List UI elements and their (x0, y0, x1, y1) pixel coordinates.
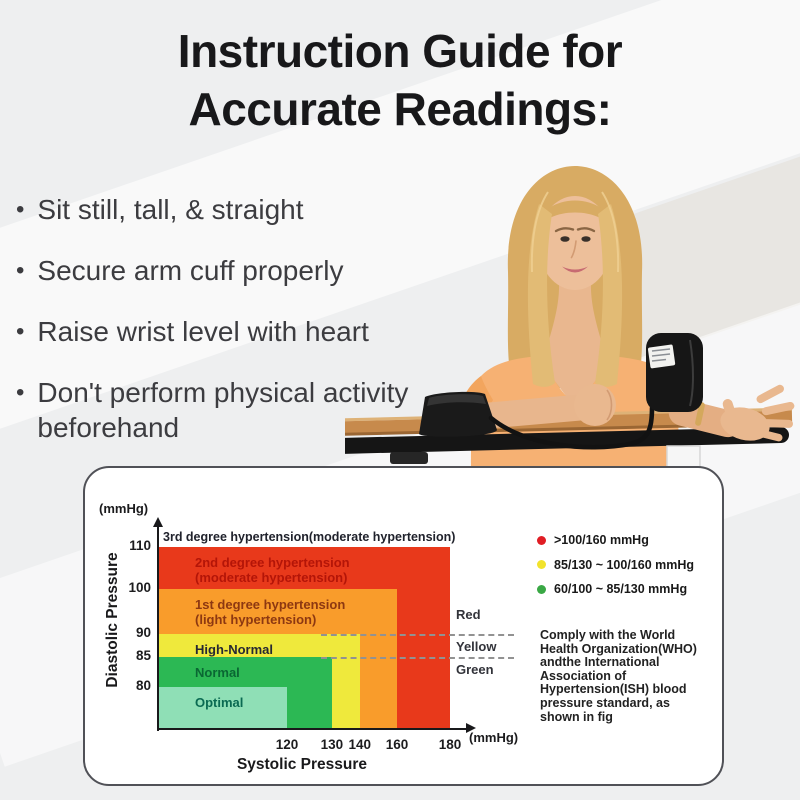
legend-dot-icon (537, 535, 546, 545)
bp-chart-panel: (mmHg) Diastolic Pressure 3rd degree hyp… (83, 466, 724, 786)
instruction-item: Raise wrist level with heart (16, 314, 417, 349)
legend-item: 85/130 ~ 100/160 mmHg (537, 553, 694, 578)
chart-zone-label: 1st degree hypertension (light hypertensi… (195, 597, 346, 627)
legend-label: 85/130 ~ 100/160 mmHg (554, 557, 695, 572)
x-tick-label: 160 (385, 737, 409, 752)
instruction-text: Sit still, tall, & straight (37, 194, 304, 225)
x-axis-unit-label: (mmHg) (469, 730, 519, 745)
y-axis-line (152, 517, 163, 731)
instruction-item: Don't perform physical activity beforeha… (16, 375, 417, 445)
instruction-text: Secure arm cuff properly (37, 255, 344, 286)
threshold-dash-line (321, 634, 514, 637)
x-axis-arrow-icon (466, 723, 476, 733)
chart-zone-label: Normal (195, 665, 240, 680)
category-label-green: Green (456, 662, 494, 677)
page-title: Instruction Guide for Accurate Readings: (0, 22, 800, 138)
x-axis-title: Systolic Pressure (236, 756, 368, 773)
lips (562, 266, 588, 273)
who-note-line: shown in fig (540, 709, 613, 724)
title-line-1: Instruction Guide for (177, 25, 623, 77)
chart-zone-optimal: Optimal (159, 687, 287, 729)
legend-dot-icon (537, 584, 546, 594)
right-eye (581, 236, 591, 242)
x-axis-line (158, 723, 476, 733)
left-eye (560, 236, 570, 242)
who-note-line: andthe International (540, 655, 660, 670)
title-line-2: Accurate Readings: (188, 83, 612, 135)
instruction-text: Raise wrist level with heart (37, 316, 369, 347)
chart-zone-label: High-Normal (195, 642, 273, 657)
y-tick-label: 90 (135, 625, 151, 641)
category-label-red: Red (456, 607, 481, 622)
instruction-list: Sit still, tall, & straight Secure arm c… (16, 192, 417, 471)
who-note-line: Association of (540, 668, 627, 683)
y-tick-label: 110 (129, 538, 151, 553)
plot-area: 2nd degree hypertension (moderate hyperte… (159, 547, 450, 729)
threshold-dash-line (321, 657, 514, 660)
bp-monitor-top (427, 394, 486, 406)
x-tick-label: 140 (348, 737, 372, 752)
chart-zone-label: Optimal (195, 695, 244, 710)
y-tick-label: 100 (128, 579, 151, 595)
chart-legend: >100/160 mmHg 85/130 ~ 100/160 mmHg 60/100… (537, 528, 694, 602)
y-axis-arrow-icon (152, 517, 163, 527)
instruction-item: Secure arm cuff properly (16, 253, 417, 288)
who-note-line: Comply with the World (540, 628, 676, 642)
who-note: Comply with the World Health Organization… (540, 628, 735, 724)
x-tick-label: 130 (320, 737, 344, 752)
zone-label-3rd-degree: 3rd degree hypertension(moderate hyperte… (163, 530, 456, 544)
legend-label: 60/100 ~ 85/130 mmHg (554, 582, 688, 597)
nose (570, 240, 577, 259)
y-tick-label: 85 (135, 648, 151, 664)
who-note-line: pressure standard, as (540, 695, 670, 710)
legend-label: >100/160 mmHg (554, 533, 649, 548)
y-axis-unit-label: (mmHg) (99, 501, 149, 516)
legend-item: >100/160 mmHg (537, 528, 694, 553)
legend-item: 60/100 ~ 85/130 mmHg (537, 577, 694, 602)
x-tick-label: 120 (275, 737, 299, 752)
legend-dot-icon (537, 560, 546, 570)
category-label-yellow: Yellow (456, 639, 497, 654)
chart-zone-label: 2nd degree hypertension (moderate hyperte… (195, 555, 350, 585)
who-note-line: Health Organization(WHO) (540, 641, 697, 656)
instruction-text: Don't perform physical activity beforeha… (37, 377, 409, 443)
y-tick-label: 80 (135, 678, 151, 694)
x-tick-label: 180 (438, 737, 462, 752)
who-note-line: Hypertension(ISH) blood (540, 682, 687, 697)
instruction-item: Sit still, tall, & straight (16, 192, 417, 227)
